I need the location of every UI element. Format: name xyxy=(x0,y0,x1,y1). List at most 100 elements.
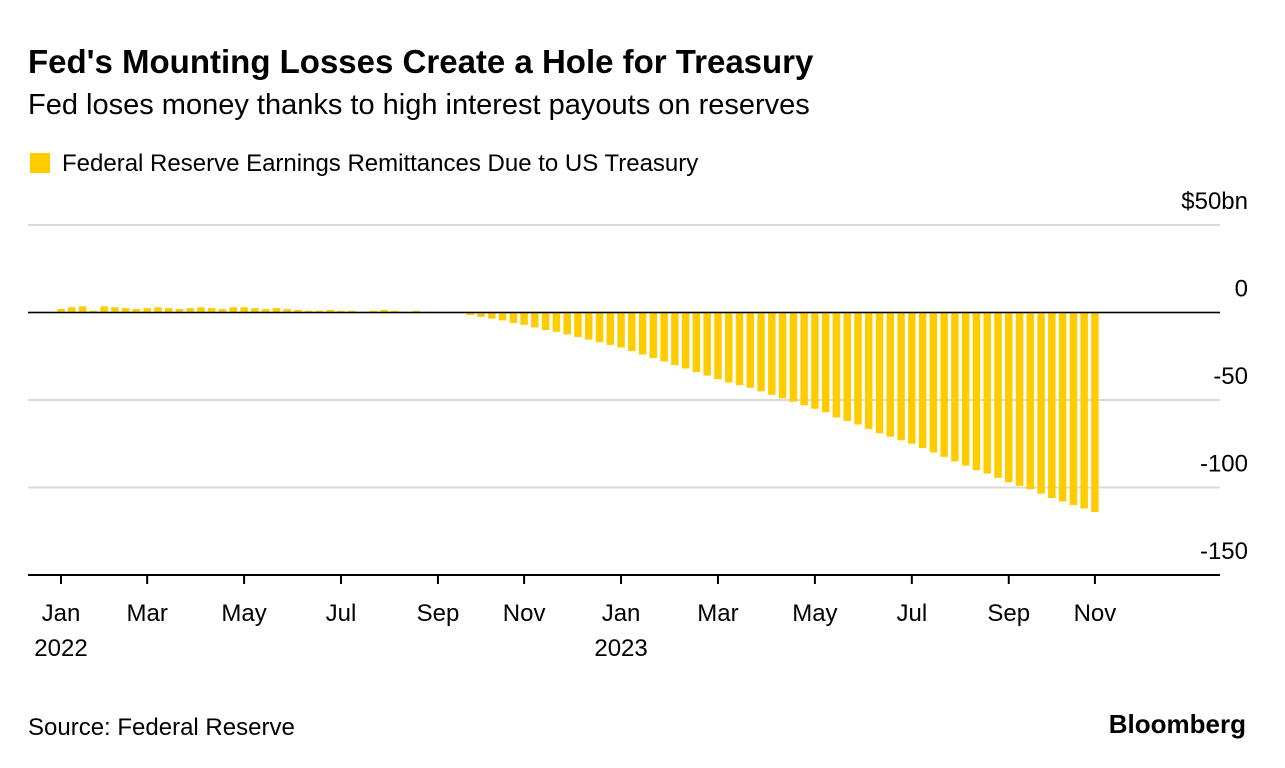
bar xyxy=(821,312,830,413)
x-tick-label: May xyxy=(221,600,266,627)
bar xyxy=(412,310,421,313)
bar xyxy=(488,312,496,319)
bar xyxy=(261,309,270,313)
bar xyxy=(391,310,399,313)
bar xyxy=(746,312,755,388)
bar xyxy=(132,309,141,313)
bar xyxy=(283,309,291,313)
x-year-label: 2022 xyxy=(34,635,87,662)
bar xyxy=(606,312,615,345)
y-tick-label: $50bn xyxy=(1181,188,1248,215)
chart-title: Fed's Mounting Losses Create a Hole for … xyxy=(28,43,814,80)
bar xyxy=(240,307,248,313)
bar xyxy=(918,312,927,449)
bar xyxy=(1005,312,1013,483)
bar xyxy=(369,310,378,313)
bar xyxy=(251,308,259,313)
x-tick-label: Jul xyxy=(326,600,357,627)
bar xyxy=(541,312,550,330)
bar xyxy=(757,312,765,392)
y-tick-label: -50 xyxy=(1213,363,1248,390)
bar xyxy=(1015,312,1024,486)
y-tick-label: -100 xyxy=(1200,451,1248,478)
x-tick-label: Sep xyxy=(987,600,1030,627)
bar xyxy=(800,312,808,406)
bar xyxy=(466,312,475,316)
legend-label: Federal Reserve Earnings Remittances Due… xyxy=(62,150,698,177)
bar xyxy=(649,312,658,358)
x-tick-label: Mar xyxy=(697,600,738,627)
bar xyxy=(951,312,959,462)
bar xyxy=(1026,312,1035,490)
bar xyxy=(994,312,1002,478)
bar xyxy=(154,307,162,313)
bar xyxy=(1069,312,1078,505)
bar xyxy=(380,309,388,313)
bar xyxy=(78,306,87,313)
bar xyxy=(865,312,873,429)
bar xyxy=(584,312,593,340)
bar xyxy=(972,312,981,470)
brand-logo: Bloomberg xyxy=(1109,709,1246,739)
bar xyxy=(326,309,334,313)
bar xyxy=(961,312,970,466)
bar xyxy=(509,312,518,323)
x-tick-label: Jan xyxy=(42,600,81,627)
x-year-label: 2023 xyxy=(594,635,647,662)
x-tick-label: Jul xyxy=(896,600,927,627)
x-tick-label: Nov xyxy=(1074,600,1117,627)
bar xyxy=(660,312,668,362)
bar xyxy=(628,312,636,351)
bar xyxy=(595,312,604,343)
bar xyxy=(832,312,841,418)
bar xyxy=(1091,312,1099,512)
bar xyxy=(175,309,184,313)
bar xyxy=(638,312,647,355)
bar xyxy=(229,307,238,313)
bar xyxy=(186,308,194,313)
bar xyxy=(875,312,884,434)
bar xyxy=(854,312,862,425)
bar xyxy=(272,308,281,313)
bar xyxy=(811,312,819,409)
y-tick-label: 0 xyxy=(1235,276,1248,303)
bar xyxy=(520,312,528,325)
bar xyxy=(897,312,905,441)
bar xyxy=(768,312,776,395)
bar xyxy=(348,310,356,313)
bar xyxy=(197,307,205,313)
bar xyxy=(681,312,690,369)
bar xyxy=(908,312,916,444)
bar xyxy=(671,312,679,365)
bar xyxy=(552,312,561,332)
x-tick-label: Mar xyxy=(126,600,167,627)
x-tick-label: Nov xyxy=(503,600,546,627)
bar xyxy=(940,312,948,457)
bar xyxy=(337,310,345,313)
bar xyxy=(1058,312,1067,502)
y-tick-label: -150 xyxy=(1200,538,1248,565)
bar xyxy=(1037,312,1045,494)
bar xyxy=(563,312,571,335)
bar xyxy=(617,312,625,348)
bar xyxy=(789,312,798,402)
source: Source: Federal Reserve xyxy=(28,714,295,741)
legend-swatch xyxy=(30,153,50,173)
bar xyxy=(574,312,582,337)
bar xyxy=(89,310,98,313)
x-tick-label: May xyxy=(792,600,837,627)
x-tick-label: Sep xyxy=(417,600,460,627)
chart-subtitle: Fed loses money thanks to high interest … xyxy=(28,89,810,121)
bar xyxy=(735,312,744,386)
bar xyxy=(208,308,216,313)
bar xyxy=(692,312,701,372)
bar xyxy=(121,308,130,313)
bar xyxy=(68,307,76,313)
bar xyxy=(100,306,108,313)
bar xyxy=(843,312,851,421)
bar xyxy=(531,312,539,328)
bar xyxy=(143,308,151,313)
bar xyxy=(886,312,895,437)
bar xyxy=(294,309,302,313)
